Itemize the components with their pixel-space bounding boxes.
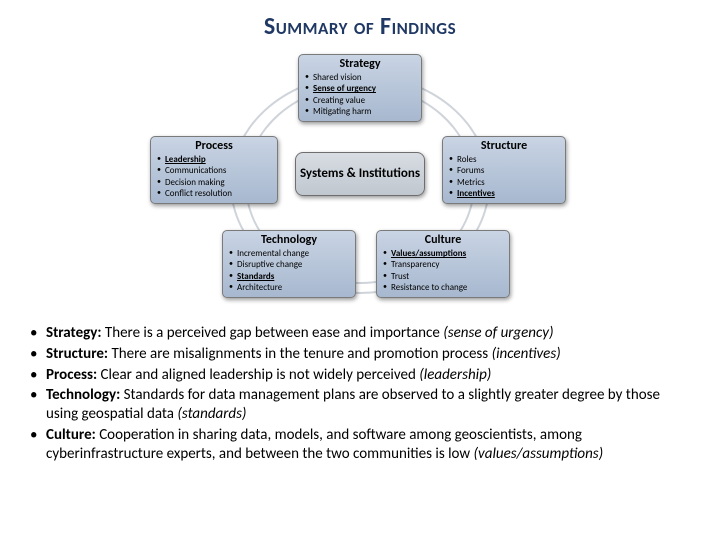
- box-item: Mitigating harm: [305, 106, 415, 117]
- box-item: Leadership: [157, 154, 271, 165]
- box-item: Incremental change: [229, 248, 349, 259]
- box-strategy: Strategy Shared visionSense of urgencyCr…: [298, 54, 422, 122]
- box-item: Standards: [229, 271, 349, 282]
- finding-structure-label: Structure:: [46, 345, 108, 363]
- box-item: Shared vision: [305, 72, 415, 83]
- box-technology-title: Technology: [229, 233, 349, 247]
- box-process-items: LeadershipCommunicationsDecision makingC…: [157, 154, 271, 199]
- box-center: Systems & Institutions: [295, 152, 425, 196]
- box-structure: Structure RolesForumsMetricsIncentives: [442, 136, 566, 204]
- box-center-label: Systems & Institutions: [300, 167, 420, 182]
- finding-culture-label: Culture:: [46, 426, 96, 444]
- box-process-title: Process: [157, 139, 271, 153]
- finding-process-label: Process:: [46, 366, 97, 384]
- systems-diagram: Strategy Shared visionSense of urgencyCr…: [140, 54, 580, 314]
- box-item: Decision making: [157, 177, 271, 188]
- box-item: Trust: [383, 271, 503, 282]
- findings-list: Strategy: There is a perceived gap betwe…: [28, 324, 692, 465]
- finding-technology-label: Technology:: [46, 386, 120, 404]
- finding-technology-text: Standards for data management plans are …: [46, 386, 660, 423]
- box-process: Process LeadershipCommunicationsDecision…: [150, 136, 278, 204]
- box-culture: Culture Values/assumptionsTransparencyTr…: [376, 230, 510, 298]
- box-item: Resistance to change: [383, 282, 503, 293]
- finding-technology-emph: (standards): [177, 405, 246, 423]
- finding-strategy-text: There is a perceived gap between ease an…: [105, 324, 443, 342]
- finding-strategy-emph: (sense of urgency): [443, 324, 553, 342]
- box-item: Disruptive change: [229, 259, 349, 270]
- finding-process: Process: Clear and aligned leadership is…: [28, 366, 692, 385]
- finding-culture-emph: (values/assumptions): [474, 445, 604, 463]
- box-item: Roles: [449, 154, 559, 165]
- box-technology: Technology Incremental changeDisruptive …: [222, 230, 356, 298]
- finding-strategy: Strategy: There is a perceived gap betwe…: [28, 324, 692, 343]
- box-culture-title: Culture: [383, 233, 503, 247]
- box-structure-title: Structure: [449, 139, 559, 153]
- finding-process-text: Clear and aligned leadership is not wide…: [101, 366, 420, 384]
- finding-culture: Culture: Cooperation in sharing data, mo…: [28, 426, 692, 464]
- box-item: Transparency: [383, 259, 503, 270]
- box-structure-items: RolesForumsMetricsIncentives: [449, 154, 559, 199]
- finding-technology: Technology: Standards for data managemen…: [28, 386, 692, 424]
- finding-structure-text: There are misalignments in the tenure an…: [111, 345, 491, 363]
- box-item: Incentives: [449, 188, 559, 199]
- box-item: Forums: [449, 165, 559, 176]
- box-item: Architecture: [229, 282, 349, 293]
- box-culture-items: Values/assumptionsTransparencyTrustResis…: [383, 248, 503, 293]
- page-title: Summary of Findings: [0, 0, 720, 41]
- finding-process-emph: (leadership): [419, 366, 491, 384]
- box-item: Communications: [157, 165, 271, 176]
- box-technology-items: Incremental changeDisruptive changeStand…: [229, 248, 349, 293]
- finding-structure-emph: (incentives): [492, 345, 561, 363]
- finding-strategy-label: Strategy:: [46, 324, 101, 342]
- box-item: Creating value: [305, 95, 415, 106]
- box-item: Values/assumptions: [383, 248, 503, 259]
- box-strategy-title: Strategy: [305, 57, 415, 71]
- box-strategy-items: Shared visionSense of urgencyCreating va…: [305, 72, 415, 117]
- box-item: Conflict resolution: [157, 188, 271, 199]
- box-item: Sense of urgency: [305, 83, 415, 94]
- box-item: Metrics: [449, 177, 559, 188]
- finding-structure: Structure: There are misalignments in th…: [28, 345, 692, 364]
